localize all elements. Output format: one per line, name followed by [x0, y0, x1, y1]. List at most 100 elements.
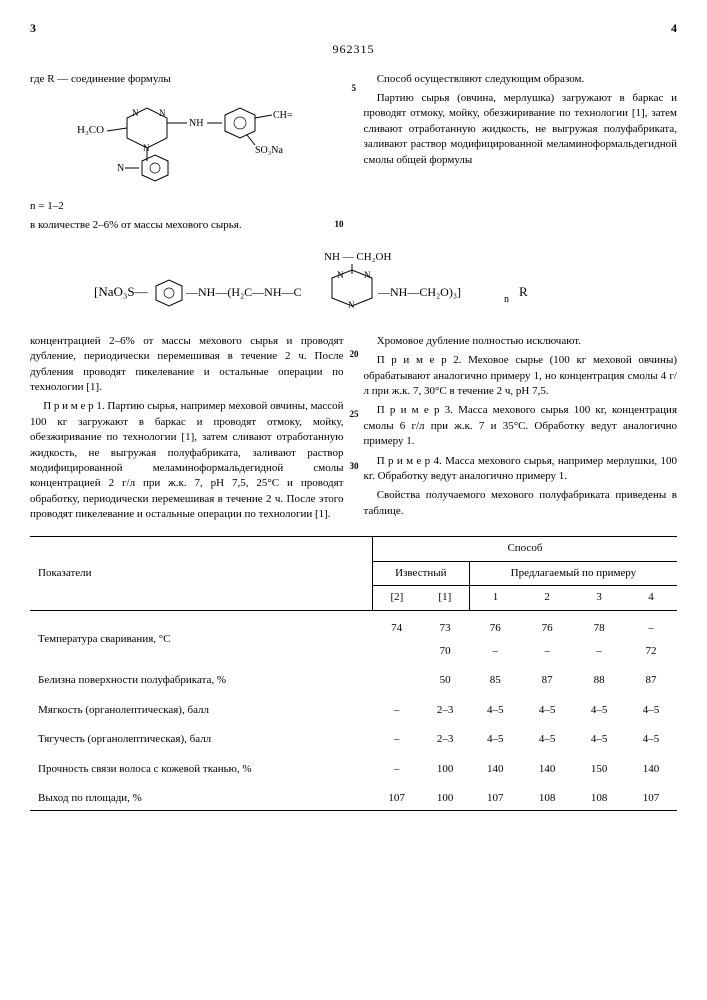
table-cell: 150 — [573, 752, 625, 781]
table-cell: 78 — [573, 610, 625, 640]
structural-formula-1: H₃CO N N N NH CH= SO₃Na N — [30, 93, 344, 193]
line-num-10: 10 — [335, 218, 344, 231]
table-cell: 4–5 — [521, 722, 573, 751]
table-cell: 140 — [521, 752, 573, 781]
table-cell: 4–5 — [625, 693, 677, 722]
svg-text:SO₃Na: SO₃Na — [255, 145, 283, 156]
table-cell: – — [625, 610, 677, 640]
table-cell: 108 — [573, 781, 625, 811]
table-cell: 140 — [469, 752, 521, 781]
table-cell: 76 — [469, 610, 521, 640]
example-3: П р и м е р 3. Масса мехового сырья 100 … — [364, 403, 678, 449]
svg-text:N: N — [132, 108, 139, 118]
upper-columns: где R — соединение формулы H₃CO N N N NH… — [30, 68, 677, 238]
table-cell: 2–3 — [421, 693, 469, 722]
line-num-20: 20 — [350, 348, 359, 361]
structural-formula-2: NH — CH₂OH [NaO₃S— —NH—(H₂C—NH—C N N N —… — [30, 248, 677, 318]
table-cell: 108 — [521, 781, 573, 811]
table-cell: – — [521, 640, 573, 663]
svg-text:N: N — [159, 108, 166, 118]
th-proposed: Предлагаемый по примеру — [469, 561, 677, 585]
quantity-line: в количестве 2–6% от массы мехового сырь… — [30, 218, 344, 233]
table-cell: 4–5 — [469, 693, 521, 722]
line-num-30: 30 — [350, 460, 359, 473]
method-intro: Способ осуществляют следующим образом. — [364, 72, 678, 87]
table-row-label: Прочность связи волоса с кожевой тканью,… — [30, 752, 372, 781]
table-row-label: Тягучесть (органолептическая), балл — [30, 722, 372, 751]
svg-text:R: R — [519, 284, 528, 299]
svg-text:[NaO₃S—: [NaO₃S— — [94, 284, 149, 299]
table-cell: 107 — [625, 781, 677, 811]
example-2: П р и м е р 2. Меховое сырье (100 кг мех… — [364, 353, 678, 399]
table-intro: Свойства получаемого мехового полуфабрик… — [364, 488, 678, 519]
table-cell: 4–5 — [573, 693, 625, 722]
table-cell: 100 — [421, 752, 469, 781]
page-num-right: 4 — [671, 20, 677, 37]
table-cell: 4–5 — [521, 693, 573, 722]
table-cell: 87 — [521, 663, 573, 692]
table-cell — [372, 663, 420, 692]
line-num-5: 5 — [352, 82, 357, 95]
table-cell: – — [469, 640, 521, 663]
right-column-lower: 20 25 30 Хромовое дубление полностью иск… — [364, 330, 678, 527]
table-cell: 85 — [469, 663, 521, 692]
where-r: где R — соединение формулы — [30, 72, 344, 87]
table-cell: 74 — [372, 610, 420, 640]
table-cell: 2–3 — [421, 722, 469, 751]
page-num-left: 3 — [30, 20, 36, 37]
table-cell: 4–5 — [573, 722, 625, 751]
left-column-lower: концентрацией 2–6% от массы мехового сыр… — [30, 330, 344, 527]
svg-text:NH: NH — [189, 118, 203, 129]
n-equals: n = 1–2 — [30, 199, 344, 214]
lower-columns: концентрацией 2–6% от массы мехового сыр… — [30, 330, 677, 527]
conc-para: концентрацией 2–6% от массы мехового сыр… — [30, 334, 344, 396]
table-row-label: Мягкость (органолептическая), балл — [30, 693, 372, 722]
svg-text:n: n — [504, 294, 509, 305]
svg-text:N: N — [348, 300, 355, 310]
page-header: 3 4 — [30, 20, 677, 37]
table-row-label: Белизна поверхности полуфабриката, % — [30, 663, 372, 692]
th-known: Известный — [372, 561, 469, 585]
table-cell: 88 — [573, 663, 625, 692]
table-cell: – — [372, 693, 420, 722]
svg-text:—NH—CH₂O)₃]: —NH—CH₂O)₃] — [377, 285, 461, 299]
table-cell: 107 — [372, 781, 420, 811]
th-p1: 1 — [469, 586, 521, 610]
svg-text:—NH—(H₂C—NH—C: —NH—(H₂C—NH—C — [185, 285, 302, 299]
th-indicators: Показатели — [30, 537, 372, 610]
table-cell: 100 — [421, 781, 469, 811]
table-cell — [372, 640, 420, 663]
table-cell: 140 — [625, 752, 677, 781]
results-table: Показатели Способ Известный Предлагаемый… — [30, 536, 677, 811]
table-row-label: Температура сваривания, °С — [30, 610, 372, 663]
table-cell: 4–5 — [469, 722, 521, 751]
table-cell: 4–5 — [625, 722, 677, 751]
batch-para: Партию сырья (овчина, мерлушка) загружаю… — [364, 91, 678, 168]
svg-text:H₃CO: H₃CO — [77, 124, 104, 136]
th-k1: [2] — [372, 586, 420, 610]
table-cell: 76 — [521, 610, 573, 640]
th-p3: 3 — [573, 586, 625, 610]
line-num-25: 25 — [350, 408, 359, 421]
th-p4: 4 — [625, 586, 677, 610]
right-column-upper: Способ осуществляют следующим образом. П… — [364, 68, 678, 238]
svg-text:CH=: CH= — [273, 110, 293, 121]
doc-number: 962315 — [30, 41, 677, 58]
table-cell: – — [573, 640, 625, 663]
example-1: П р и м е р 1. Партию сырья, например ме… — [30, 399, 344, 522]
table-cell: 72 — [625, 640, 677, 663]
th-p2: 2 — [521, 586, 573, 610]
table-row-label: Выход по площади, % — [30, 781, 372, 811]
example-4: П р и м е р 4. Масса мехового сырья, нап… — [364, 454, 678, 485]
svg-text:N: N — [337, 270, 344, 280]
svg-text:N: N — [364, 270, 371, 280]
table-cell: – — [372, 752, 420, 781]
left-column-upper: где R — соединение формулы H₃CO N N N NH… — [30, 68, 344, 238]
th-k2: [1] — [421, 586, 469, 610]
table-cell: 70 — [421, 640, 469, 663]
svg-text:NH — CH₂OH: NH — CH₂OH — [324, 251, 391, 263]
table-cell: – — [372, 722, 420, 751]
table-cell: 87 — [625, 663, 677, 692]
table-cell: 73 — [421, 610, 469, 640]
table-cell: 107 — [469, 781, 521, 811]
